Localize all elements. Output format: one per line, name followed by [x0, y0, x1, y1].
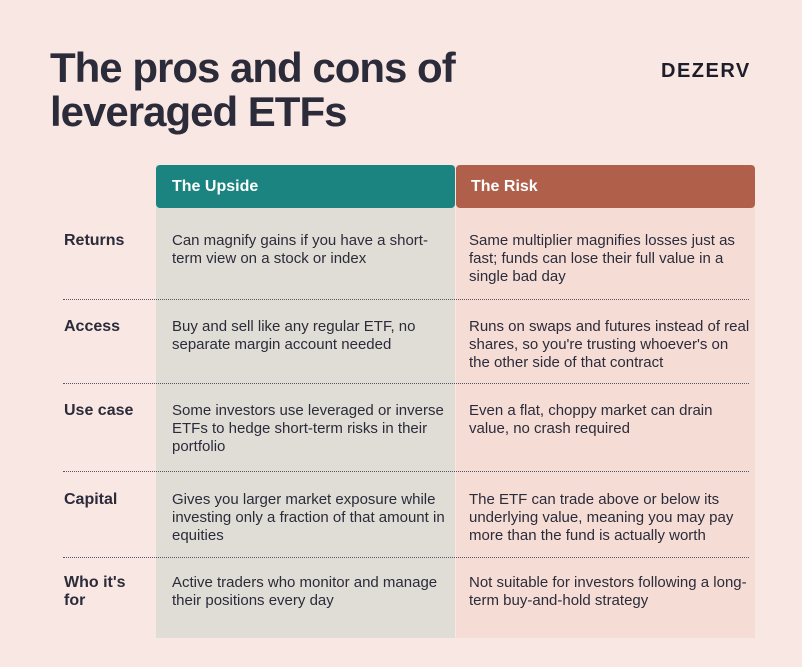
- row-divider: [63, 471, 749, 472]
- upside-cell: Some investors use leveraged or inverse …: [172, 402, 444, 455]
- risk-column-header: The Risk: [456, 165, 755, 208]
- row-label: Who it's for: [64, 574, 126, 609]
- risk-cell: Even a flat, choppy market can drain val…: [469, 402, 713, 437]
- risk-cell: Runs on swaps and futures instead of rea…: [469, 318, 750, 371]
- upside-cell: Gives you larger market exposure while i…: [172, 491, 445, 544]
- row-label: Use case: [64, 402, 134, 419]
- upside-column-header: The Upside: [156, 165, 455, 208]
- risk-cell: The ETF can trade above or below its und…: [469, 491, 734, 544]
- page-title: The pros and cons of leveraged ETFs: [50, 44, 456, 135]
- brand-logo: DEZERV: [661, 60, 751, 82]
- page-title-line-2: leveraged ETFs: [50, 88, 347, 135]
- row-label: Returns: [64, 232, 125, 249]
- upside-cell: Can magnify gains if you have a short-te…: [172, 232, 428, 267]
- risk-cell: Same multiplier magnifies losses just as…: [469, 232, 735, 285]
- row-divider: [63, 299, 749, 300]
- risk-column-background: [456, 165, 755, 638]
- risk-cell: Not suitable for investors following a l…: [469, 574, 747, 609]
- row-label: Capital: [64, 491, 118, 508]
- upside-column-background: [156, 165, 455, 638]
- upside-cell: Buy and sell like any regular ETF, no se…: [172, 318, 416, 353]
- row-label: Access: [64, 318, 121, 335]
- upside-cell: Active traders who monitor and manage th…: [172, 574, 438, 609]
- row-divider: [63, 383, 749, 384]
- row-divider: [63, 557, 749, 558]
- page-title-line-1: The pros and cons of: [50, 44, 456, 91]
